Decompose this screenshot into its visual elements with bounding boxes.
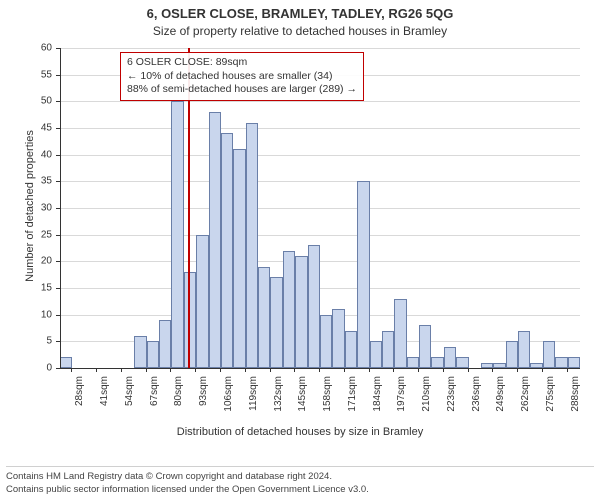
histogram-bar [555, 357, 567, 368]
y-tick-label: 25 [26, 229, 56, 240]
y-tick-label: 45 [26, 123, 56, 134]
histogram-bar [134, 336, 146, 368]
histogram-bar [431, 357, 443, 368]
histogram-bar [382, 331, 394, 368]
y-gridline [60, 48, 580, 49]
histogram-bar [283, 251, 295, 368]
histogram-bar [444, 347, 456, 368]
histogram-bar [147, 341, 159, 368]
histogram-bar [246, 123, 258, 368]
x-tick-label: 262sqm [520, 376, 531, 436]
histogram-bar [171, 101, 183, 368]
x-tick-label: 54sqm [124, 376, 135, 436]
x-tick-label: 67sqm [149, 376, 160, 436]
y-gridline [60, 235, 580, 236]
y-tick-label: 10 [26, 309, 56, 320]
histogram-bar [357, 181, 369, 368]
y-tick-label: 5 [26, 336, 56, 347]
y-tick-label: 15 [26, 283, 56, 294]
x-tick-label: 197sqm [396, 376, 407, 436]
histogram-bar [332, 309, 344, 368]
y-gridline [60, 261, 580, 262]
y-gridline [60, 128, 580, 129]
annotation-box: 6 OSLER CLOSE: 89sqm ← 10% of detached h… [120, 52, 364, 101]
x-tick-label: 28sqm [74, 376, 85, 436]
histogram-bar [518, 331, 530, 368]
y-tick-label: 0 [26, 363, 56, 374]
y-tick-label: 40 [26, 149, 56, 160]
chart-title-subtitle: Size of property relative to detached ho… [0, 24, 600, 38]
annotation-line-1: 6 OSLER CLOSE: 89sqm [127, 56, 357, 70]
x-tick-label: 288sqm [570, 376, 581, 436]
y-gridline [60, 208, 580, 209]
histogram-bar [270, 277, 282, 368]
x-tick-label: 41sqm [99, 376, 110, 436]
histogram-bar [543, 341, 555, 368]
histogram-bar [345, 331, 357, 368]
y-gridline [60, 155, 580, 156]
footer-line-1: Contains HM Land Registry data © Crown c… [6, 471, 594, 483]
chart-title-address: 6, OSLER CLOSE, BRAMLEY, TADLEY, RG26 5Q… [0, 6, 600, 21]
histogram-bar [407, 357, 419, 368]
x-tick-label: 223sqm [446, 376, 457, 436]
x-tick-label: 210sqm [421, 376, 432, 436]
y-gridline [60, 181, 580, 182]
histogram-bar [456, 357, 468, 368]
y-tick-label: 60 [26, 43, 56, 54]
y-tick-label: 30 [26, 203, 56, 214]
histogram-bar [60, 357, 72, 368]
histogram-bar [233, 149, 245, 368]
x-tick-label: 106sqm [223, 376, 234, 436]
histogram-bar [394, 299, 406, 368]
x-tick-label: 275sqm [545, 376, 556, 436]
histogram-bar [209, 112, 221, 368]
histogram-bar [258, 267, 270, 368]
y-tick-label: 50 [26, 96, 56, 107]
histogram-bar [370, 341, 382, 368]
histogram-bar [419, 325, 431, 368]
histogram-bar [295, 256, 307, 368]
histogram-bar [568, 357, 580, 368]
y-axis-line [60, 48, 61, 368]
x-axis-line [60, 368, 580, 369]
y-gridline [60, 101, 580, 102]
histogram-bar [184, 272, 196, 368]
x-tick-label: 184sqm [372, 376, 383, 436]
histogram-bar [506, 341, 518, 368]
x-tick-label: 158sqm [322, 376, 333, 436]
annotation-line-3: 88% of semi-detached houses are larger (… [127, 83, 357, 97]
x-tick-label: 132sqm [273, 376, 284, 436]
x-tick-label: 171sqm [347, 376, 358, 436]
y-tick-label: 35 [26, 176, 56, 187]
x-tick-label: 119sqm [248, 376, 259, 436]
histogram-bar [320, 315, 332, 368]
histogram-bar [308, 245, 320, 368]
histogram-bar [221, 133, 233, 368]
y-tick-label: 55 [26, 69, 56, 80]
histogram-bar [159, 320, 171, 368]
x-tick-label: 93sqm [198, 376, 209, 436]
annotation-line-2: ← 10% of detached houses are smaller (34… [127, 70, 357, 84]
footer-attribution: Contains HM Land Registry data © Crown c… [6, 466, 594, 496]
x-tick-label: 80sqm [173, 376, 184, 436]
y-tick-label: 20 [26, 256, 56, 267]
y-gridline [60, 288, 580, 289]
histogram-bar [196, 235, 208, 368]
x-tick-label: 236sqm [471, 376, 482, 436]
x-tick-label: 249sqm [495, 376, 506, 436]
x-tick-label: 145sqm [297, 376, 308, 436]
footer-line-2: Contains public sector information licen… [6, 484, 594, 496]
